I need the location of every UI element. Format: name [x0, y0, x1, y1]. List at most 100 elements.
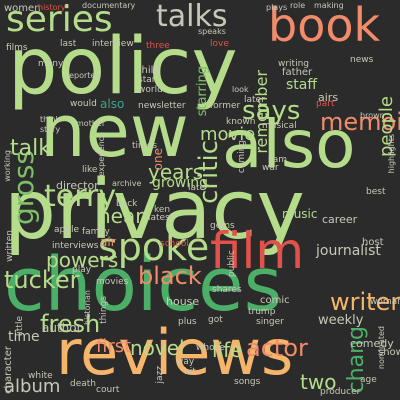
word-show: show [378, 347, 400, 358]
word-air: air [100, 235, 116, 249]
word-world: world [138, 85, 163, 95]
word-brown: brown [360, 111, 385, 120]
word-director: director [56, 179, 99, 192]
word-archive: archive [112, 179, 142, 188]
word-love: love [210, 39, 229, 49]
word-remember: remember [252, 70, 271, 154]
word-jazz: jazz [155, 366, 165, 384]
word-news: news [350, 55, 374, 65]
word-things: things [99, 296, 109, 324]
word-star: star [138, 75, 156, 85]
word-play: play [72, 265, 92, 275]
word-memoir: memoir [320, 108, 400, 136]
word-women: women [4, 3, 41, 14]
word-later: later [244, 95, 265, 105]
word-like: like [82, 165, 98, 175]
word-father: father [282, 67, 313, 78]
word-career: career [322, 213, 358, 226]
word-book: book [268, 0, 381, 52]
word-working: working [3, 150, 12, 182]
word-new: new [40, 89, 189, 173]
word-starring: starring [195, 66, 210, 117]
word-house: house [166, 295, 200, 308]
word-many: many [38, 59, 64, 69]
word-black: black [138, 262, 202, 290]
word-part: part [316, 99, 335, 109]
word-making: making [314, 1, 344, 10]
word-sam: sam [268, 155, 287, 165]
word-would: would [70, 99, 97, 109]
word-movies: movies [96, 277, 129, 287]
word-known: known [226, 117, 256, 127]
word-back: back [116, 199, 138, 209]
word-gems: gems [210, 221, 235, 231]
word-little: little [15, 316, 25, 337]
word-latest: latest [148, 213, 174, 223]
word-series: series [6, 0, 113, 40]
word-newsletter: newsletter [138, 101, 186, 111]
word-history: history [38, 3, 66, 12]
word-think: think [40, 115, 61, 124]
word-first: first [96, 336, 132, 357]
word-talks: talks [156, 0, 228, 34]
word-actor: actor [246, 334, 308, 362]
word-talk: talk [10, 136, 51, 161]
word-death: death [70, 379, 96, 389]
word-says: says [242, 96, 301, 126]
word-highlights: highlights [387, 134, 396, 174]
word-former: former [210, 101, 241, 111]
word-documentary: documentary [82, 1, 136, 10]
word-author: author [42, 321, 82, 335]
word-one: one [151, 148, 165, 171]
word-choices: choices [4, 242, 283, 328]
word-album: album [4, 376, 61, 397]
word-three: three [146, 41, 170, 51]
word-also: also [100, 97, 125, 111]
word-court: court [96, 385, 120, 395]
word-producer: producer [320, 387, 361, 397]
word-musical: musical [262, 121, 297, 131]
word-privacy: privacy [4, 163, 305, 258]
word-speaks: speaks [198, 27, 226, 36]
word-singer: singer [256, 317, 284, 327]
word-times: times [132, 141, 158, 151]
word-novel: novel [130, 336, 185, 360]
word-hear: hear [98, 204, 144, 228]
word-character: character [3, 346, 14, 394]
word-way: way [176, 357, 195, 367]
word-last: last [60, 39, 77, 49]
word-spoke: spoke [98, 225, 210, 269]
word-historian: historian [83, 290, 92, 325]
word-public: public [227, 250, 237, 278]
word-writer: writer [330, 288, 400, 316]
word-best: best [366, 187, 386, 197]
word-years: years [148, 160, 204, 184]
word-got: got [208, 315, 223, 325]
word-late: late [188, 183, 206, 193]
word-experience: experience [97, 132, 106, 177]
word-interviews: interviews [52, 241, 99, 251]
word-apple: apple [54, 225, 79, 235]
word-trump: trump [248, 307, 276, 317]
word-also: also [222, 106, 356, 183]
word-films: films [6, 43, 28, 53]
word-two: two [300, 370, 337, 394]
word-white: white [28, 371, 53, 381]
word-look: look [232, 85, 249, 94]
word-whose: whose [196, 343, 225, 353]
word-fresh: fresh [40, 310, 101, 338]
word-songs: songs [234, 377, 261, 387]
word-terry: terry [44, 179, 117, 214]
word-war: war [262, 163, 279, 173]
word-staff: staff [286, 77, 318, 93]
word-policy: policy [8, 22, 238, 112]
word-powers: powers [46, 248, 119, 272]
word-plus: plus [178, 317, 197, 327]
word-age: age [360, 375, 377, 385]
word-journalist: journalist [316, 243, 381, 259]
word-gross: gross [7, 150, 40, 225]
word-coming: coming [237, 140, 247, 174]
word-woman: woman [370, 297, 400, 307]
word-mother: mother [76, 119, 106, 128]
